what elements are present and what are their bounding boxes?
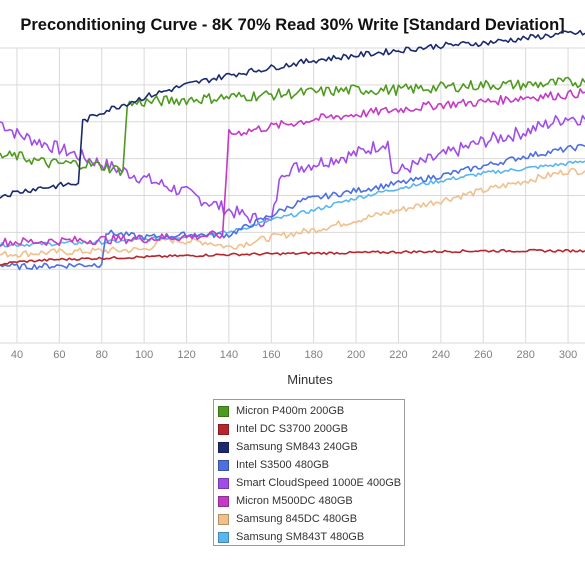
legend-label: Micron P400m 200GB	[236, 405, 345, 417]
legend-item[interactable]: Micron P400m 200GB	[218, 402, 404, 420]
legend-label: Intel S3500 480GB	[236, 459, 329, 471]
x-tick-labels: 40 60 80 100 120 140 160 180 200 220 240 260 280 300	[11, 349, 577, 361]
x-tick-label: 120	[177, 349, 195, 361]
legend-item[interactable]: Samsung SM843T 480GB	[218, 528, 404, 546]
x-tick-label: 260	[474, 349, 492, 361]
series-line-micron-p400m-200gb	[0, 76, 585, 176]
x-tick-label: 100	[135, 349, 153, 361]
legend-label: Samsung 845DC 480GB	[236, 513, 358, 525]
legend-item[interactable]: Intel DC S3700 200GB	[218, 420, 404, 438]
series-line-smart-cloudspeed-1000e-400gb	[0, 114, 585, 228]
x-tick-label: 280	[516, 349, 534, 361]
legend-item[interactable]: Intel S3500 480GB	[218, 456, 404, 474]
series-line-samsung-sm843-240gb	[0, 29, 585, 199]
legend-swatch	[218, 459, 229, 471]
legend-item[interactable]: Samsung SM843 240GB	[218, 438, 404, 456]
series-line-micron-m500dc-480gb	[0, 88, 585, 248]
series-line-intel-dc-s3700-200gb	[0, 248, 585, 266]
x-tick-label: 220	[389, 349, 407, 361]
legend-item[interactable]: Samsung 845DC 480GB	[218, 510, 404, 528]
legend-swatch	[218, 423, 229, 435]
series-line-samsung-845dc-480gb	[0, 167, 585, 258]
x-tick-label: 160	[262, 349, 280, 361]
grid-lines	[0, 47, 585, 344]
legend-swatch	[218, 531, 229, 543]
x-tick-label: 40	[11, 349, 23, 361]
chart-title: Preconditioning Curve - 8K 70% Read 30% …	[20, 16, 565, 34]
legend-swatch	[218, 495, 229, 507]
legend-label: Intel DC S3700 200GB	[236, 423, 348, 435]
x-tick-label: 80	[96, 349, 108, 361]
x-tick-label: 180	[305, 349, 323, 361]
legend-label: Micron M500DC 480GB	[236, 495, 353, 507]
legend: Micron P400m 200GB Intel DC S3700 200GB Sa…	[213, 399, 405, 546]
legend-label: Smart CloudSpeed 1000E 400GB	[236, 477, 402, 489]
legend-label: Samsung SM843T 480GB	[236, 531, 365, 543]
legend-swatch	[218, 405, 229, 417]
series-line-intel-s3500-480gb	[0, 143, 585, 271]
x-axis-title: Minutes	[287, 372, 333, 387]
legend-swatch	[218, 441, 229, 453]
legend-swatch	[218, 513, 229, 525]
legend-item[interactable]: Micron M500DC 480GB	[218, 492, 404, 510]
x-tick-label: 60	[53, 349, 65, 361]
x-tick-label: 240	[432, 349, 450, 361]
legend-swatch	[218, 477, 229, 489]
legend-item[interactable]: Smart CloudSpeed 1000E 400GB	[218, 474, 404, 492]
x-tick-label: 200	[347, 349, 365, 361]
x-tick-label: 300	[559, 349, 577, 361]
legend-label: Samsung SM843 240GB	[236, 441, 358, 453]
x-tick-label: 140	[220, 349, 238, 361]
series-lines	[0, 29, 585, 271]
